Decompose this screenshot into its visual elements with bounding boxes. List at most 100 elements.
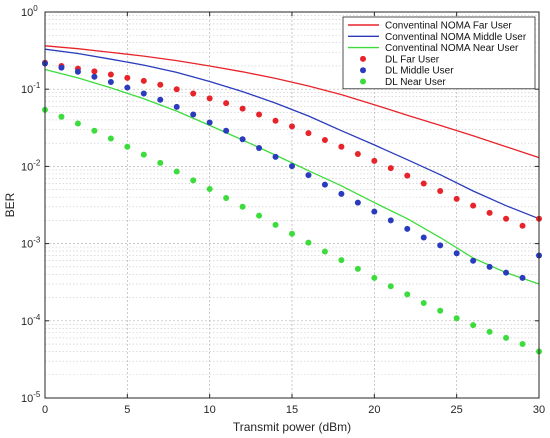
y-axis-ticks: 100 10-1 10-2 10-3 10-4 10-5 [21, 4, 539, 405]
x-tick-label: 20 [368, 404, 380, 416]
series-4-point [272, 117, 279, 124]
series-5-point [272, 153, 279, 160]
series-5-point [239, 136, 246, 143]
series-4-point [338, 143, 345, 150]
series-4-point [305, 130, 312, 137]
series-4-point [107, 71, 114, 78]
series-5-point [58, 64, 65, 71]
legend-marker-swatch [360, 55, 366, 62]
series-5-point [470, 257, 477, 264]
series-6-point [107, 135, 114, 142]
series-4-point [289, 123, 295, 130]
x-tick-label: 10 [204, 404, 216, 416]
series-6-point [371, 274, 378, 281]
series-4-point [173, 86, 180, 93]
series-6-point [157, 159, 164, 166]
series-5-point [124, 84, 131, 91]
series-5-point [223, 127, 230, 134]
y-tick-label: 100 [21, 4, 38, 19]
series-6-point [190, 177, 197, 184]
series-4-point [371, 157, 378, 164]
legend-label: DL Middle User [385, 66, 454, 77]
series-4-point [256, 111, 263, 118]
legend-label: DL Far User [385, 54, 440, 65]
series-6-point [354, 265, 361, 272]
series-2 [44, 48, 540, 220]
series-6-point [256, 212, 263, 219]
series-4-point [437, 188, 444, 195]
x-axis-ticks: 0 5 10 15 20 25 30 [42, 12, 545, 416]
legend-item: Conventinal NOMA Near User [348, 43, 519, 54]
legend-item: DL Near User [360, 77, 446, 88]
series-6-point [124, 143, 131, 150]
series-1 [44, 45, 540, 159]
series-6-point [289, 230, 295, 237]
series-5-point [486, 263, 493, 270]
series-6-point [338, 257, 345, 264]
y-tick-label: 10-3 [21, 236, 41, 251]
series-4-point [140, 77, 147, 84]
series-6-point [486, 328, 493, 335]
series-6 [42, 106, 542, 355]
legend-item: DL Far User [360, 54, 440, 65]
legend-item: Conventinal NOMA Middle User [348, 32, 527, 43]
series-4-point [387, 165, 394, 172]
series-5-point [173, 103, 180, 110]
legend-label: Conventinal NOMA Middle User [385, 32, 527, 43]
series-6-point [420, 300, 427, 307]
series-5-point [453, 250, 460, 257]
series-6-point [58, 113, 65, 120]
series-6-point [519, 341, 526, 348]
series-6-point [437, 307, 444, 314]
series-4-point [190, 90, 197, 97]
series-6-point [470, 322, 477, 329]
series-4-point [453, 195, 460, 202]
series-6-point [305, 239, 312, 246]
series-5-point [387, 217, 394, 224]
series-4-point [206, 95, 213, 102]
series-6-point [91, 127, 98, 134]
series-4-point [124, 74, 131, 81]
legend-marker-swatch [360, 67, 366, 74]
y-axis-label: BER [3, 192, 17, 217]
series-5-point [354, 199, 361, 206]
series-4-point [239, 105, 246, 112]
series-5-point [338, 190, 345, 197]
series-6-point [503, 334, 510, 341]
series-5-point [321, 181, 328, 188]
series-4-point [503, 215, 510, 222]
series-4-point [470, 202, 477, 209]
series-layer [42, 45, 542, 355]
series-5-point [289, 163, 295, 170]
series-6-point [206, 185, 213, 192]
series-1-line [44, 45, 540, 159]
series-6-point [453, 315, 460, 322]
series-5-point [256, 145, 263, 152]
series-4-point [519, 222, 526, 229]
x-tick-label: 5 [124, 404, 130, 416]
series-5-point [519, 274, 526, 281]
series-5-point [404, 225, 411, 232]
y-tick-label: 10-2 [21, 158, 41, 173]
series-4-point [486, 209, 493, 216]
series-4-point [420, 180, 427, 187]
x-tick-label: 25 [451, 404, 463, 416]
series-5-point [371, 208, 378, 215]
series-3 [44, 68, 540, 285]
series-6-point [74, 120, 81, 127]
series-5-point [157, 96, 164, 103]
series-5-point [140, 90, 147, 97]
series-5-point [305, 172, 312, 179]
x-tick-label: 0 [42, 404, 48, 416]
series-6-point [140, 151, 147, 158]
series-5-point [190, 111, 197, 118]
series-4-point [157, 81, 164, 88]
series-5-point [91, 73, 98, 80]
x-axis-label: Transmit power (dBm) [233, 420, 351, 434]
series-5-point [74, 68, 81, 75]
series-6-point [272, 221, 279, 228]
y-tick-label: 10-4 [21, 313, 41, 328]
x-tick-label: 15 [286, 404, 298, 416]
series-4-point [354, 150, 361, 157]
series-6-point [239, 203, 246, 210]
